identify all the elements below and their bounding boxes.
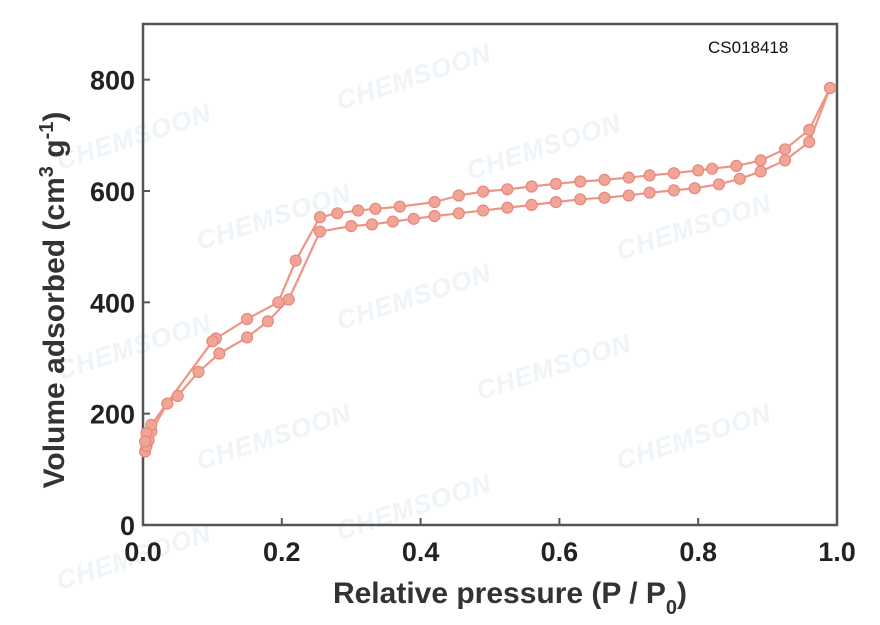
adsorption-point — [477, 204, 490, 217]
desorption-point — [289, 254, 302, 267]
x-axis-title-main: Relative pressure (P / P — [333, 577, 666, 610]
y-tick-label: 800 — [90, 66, 135, 96]
product-code: CS018418 — [708, 38, 788, 57]
desorption-point — [393, 200, 406, 213]
desorption-point — [206, 335, 219, 348]
watermark-text: CHEMSOON — [333, 37, 496, 115]
adsorption-point — [241, 331, 254, 344]
desorption-point — [730, 159, 743, 172]
desorption-point — [705, 162, 719, 175]
x-axis-title-tail: ) — [677, 577, 687, 610]
x-tick-label: 0.8 — [679, 537, 717, 567]
y-tick-label: 600 — [90, 177, 135, 207]
adsorption-point — [407, 212, 420, 225]
adsorption-point — [778, 154, 792, 167]
desorption-point — [428, 196, 441, 209]
desorption-point — [622, 171, 635, 184]
desorption-point — [643, 169, 656, 182]
x-tick-label: 0.2 — [263, 537, 301, 567]
watermark-text: CHEMSOON — [613, 187, 776, 265]
desorption-point — [574, 175, 587, 188]
adsorption-point — [501, 201, 514, 214]
adsorption-point — [643, 186, 656, 199]
desorption-point — [313, 211, 327, 224]
adsorption-point — [712, 178, 726, 191]
adsorption-point — [803, 135, 816, 149]
desorption-point — [667, 167, 681, 180]
adsorption-point — [667, 184, 681, 197]
watermark-text: CHEMSOON — [193, 397, 356, 475]
desorption-point — [692, 164, 705, 177]
x-tick-label: 0.6 — [541, 537, 579, 567]
desorption-point — [598, 173, 611, 186]
desorption-point — [525, 180, 538, 193]
watermark-text: CHEMSOON — [463, 107, 626, 185]
watermark-text: CHEMSOON — [53, 97, 216, 175]
desorption-point — [501, 183, 514, 196]
adsorption-point — [282, 293, 295, 306]
watermark-text: CHEMSOON — [333, 257, 496, 335]
adsorption-point — [754, 165, 767, 178]
adsorption-line — [144, 87, 832, 452]
adsorption-point — [365, 218, 379, 231]
adsorption-point — [452, 207, 465, 220]
x-tick-label: 0.0 — [124, 537, 162, 567]
watermark-text: CHEMSOON — [193, 177, 356, 255]
adsorption-point — [598, 191, 611, 204]
adsorption-point — [161, 397, 174, 410]
desorption-point — [352, 204, 365, 217]
desorption-point — [477, 185, 490, 198]
watermark-text: CHEMSOON — [53, 307, 216, 385]
adsorption-point — [688, 182, 701, 195]
watermark-text: CHEMSOON — [333, 467, 496, 545]
y-axis-title-main: Volume adsorbed (cm — [38, 177, 71, 488]
adsorption-point — [313, 225, 327, 238]
y-axis-title-tail: ) — [38, 112, 71, 122]
x-tick-label: 0.4 — [402, 537, 440, 567]
desorption-point — [369, 202, 382, 215]
watermark-text: CHEMSOON — [473, 327, 636, 405]
y-tick-label: 200 — [90, 400, 135, 430]
desorption-point — [823, 81, 837, 95]
desorption-point — [331, 207, 344, 220]
desorption-point — [803, 123, 816, 136]
adsorption-point — [171, 389, 184, 402]
adsorption-point — [525, 198, 538, 211]
adsorption-point — [213, 347, 226, 360]
x-axis-title: Relative pressure (P / P0) — [333, 577, 687, 619]
y-axis-title: Volume adsorbed (cm3 g-1) — [36, 112, 71, 489]
plot-frame — [141, 22, 839, 527]
y-tick-label: 400 — [90, 288, 135, 318]
ticks-layer: 0.0 0.2 0.4 0.6 0.8 1.0 0 200 400 600 800 — [90, 66, 856, 567]
watermark-text: CHEMSOON — [613, 397, 776, 475]
adsorption-point — [192, 365, 205, 378]
desorption-point — [139, 435, 152, 448]
series-markers — [139, 81, 837, 458]
desorption-point — [778, 143, 792, 156]
adsorption-point — [428, 210, 441, 223]
adsorption-point — [574, 193, 587, 206]
desorption-point — [452, 189, 465, 202]
watermark-layer: CHEMSOON CHEMSOON CHEMSOON CHEMSOON CHEM… — [53, 37, 776, 595]
y-axis-title-sup-neg1: -1 — [36, 122, 58, 140]
x-tick-label: 1.0 — [818, 537, 856, 567]
adsorption-point — [345, 220, 358, 233]
adsorption-point — [622, 189, 635, 202]
desorption-point — [272, 296, 285, 309]
adsorption-point — [261, 315, 274, 328]
y-axis-title-mid: g — [38, 139, 71, 166]
y-axis-title-sup-3: 3 — [36, 166, 58, 177]
adsorption-point — [549, 196, 563, 209]
adsorption-point — [386, 215, 399, 228]
desorption-point — [241, 312, 254, 326]
y-tick-label: 0 — [120, 511, 135, 541]
x-axis-title-subscript: 0 — [666, 597, 677, 619]
desorption-point — [754, 154, 767, 167]
desorption-point — [549, 177, 563, 190]
adsorption-point — [733, 172, 746, 185]
